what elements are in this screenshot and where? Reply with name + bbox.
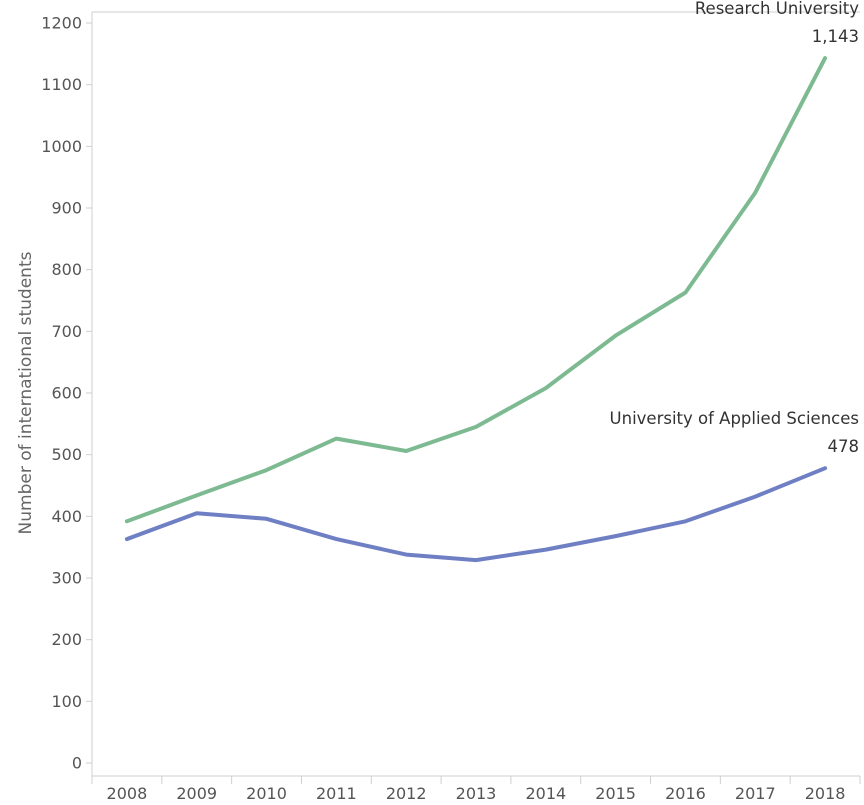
x-tick-label: 2015 [595, 784, 636, 803]
x-tick-label: 2013 [456, 784, 497, 803]
y-tick-label: 300 [51, 569, 82, 588]
x-tick-label: 2014 [525, 784, 566, 803]
x-tick-label: 2011 [316, 784, 357, 803]
x-tick-label: 2017 [735, 784, 776, 803]
x-tick-label: 2009 [176, 784, 217, 803]
y-tick-label: 700 [51, 322, 82, 341]
series-lines [124, 56, 828, 563]
series-name-label: Research University [695, 0, 859, 18]
y-tick-label: 500 [51, 445, 82, 464]
y-tick-label: 800 [51, 260, 82, 279]
y-tick-label: 1200 [41, 14, 82, 33]
x-tick-label: 2016 [665, 784, 706, 803]
y-tick-label: 400 [51, 507, 82, 526]
y-tick-label: 200 [51, 630, 82, 649]
y-tick-label: 100 [51, 692, 82, 711]
series-line-1 [124, 466, 828, 563]
y-tick-label: 1000 [41, 137, 82, 156]
series-name-label: University of Applied Sciences [610, 409, 859, 428]
x-tick-label: 2008 [107, 784, 148, 803]
x-tick-label: 2018 [805, 784, 846, 803]
y-tick-label: 900 [51, 199, 82, 218]
y-tick-label: 0 [72, 754, 82, 773]
series-line-0 [124, 56, 828, 524]
series-value-label: 1,143 [812, 27, 859, 46]
x-tick-label: 2010 [246, 784, 287, 803]
x-axis-ticks: 2008 2009 2010 2011 2012 2013 2014 2015 2016 2017… [91, 776, 861, 803]
y-tick-label: 1100 [41, 75, 82, 94]
series-labels: Research University 1,143 University of Ap… [610, 0, 860, 456]
y-tick-label: 600 [51, 384, 82, 403]
y-axis-title: Number of international students [16, 251, 36, 534]
y-axis-ticks: 0 100 200 300 400 500 600 700 800 900 1000 1100 1200 [41, 14, 92, 773]
x-tick-label: 2012 [386, 784, 427, 803]
series-value-label: 478 [828, 437, 860, 456]
